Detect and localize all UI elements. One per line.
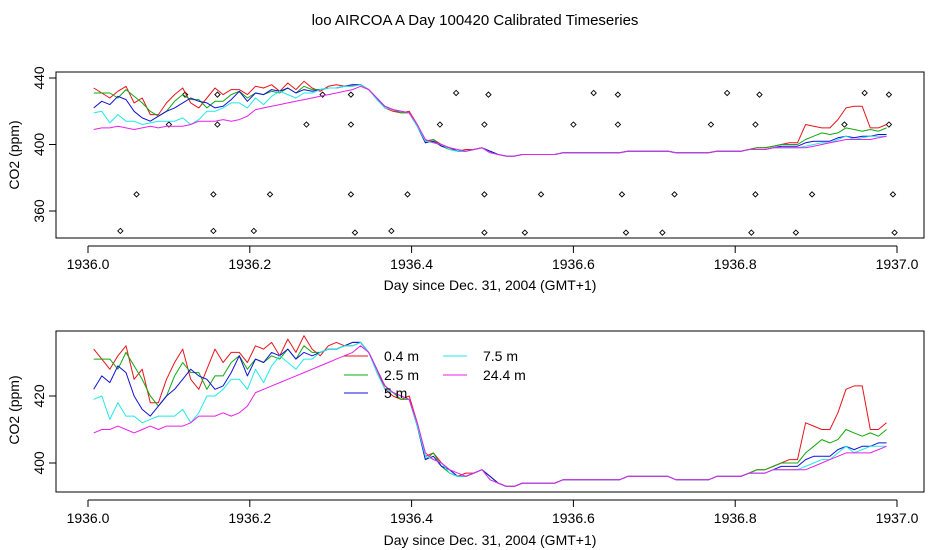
flag-marker: [436, 121, 444, 128]
bottom-x-tick-label: 1936.8: [714, 510, 757, 526]
flag-marker: [537, 191, 545, 198]
bottom-y-axis: 400 420: [31, 384, 57, 475]
bottom-series-line-7-5-m: [93, 341, 887, 487]
bottom-series-line-5-m: [93, 341, 887, 487]
flag-marker: [885, 91, 893, 98]
bottom-x-tick-label: 1937.0: [876, 510, 919, 526]
flag-marker: [614, 91, 622, 98]
bottom-y-tick-label: 400: [31, 451, 47, 475]
flag-marker: [808, 191, 816, 198]
top-series-line-0-4-m: [93, 80, 887, 157]
flag-marker: [165, 121, 173, 128]
flag-marker: [250, 227, 258, 235]
top-panel: 1936.0 1936.2 1936.4 1936.6 1936.8 1937.0 360…: [6, 66, 925, 293]
top-y-axis-title: CO2 (ppm): [6, 120, 22, 189]
bottom-x-tick-label: 1936.2: [228, 510, 271, 526]
flag-marker: [748, 229, 755, 236]
flag-marker: [614, 121, 622, 128]
flag-marker: [841, 121, 848, 128]
bottom-series-line-2-5-m: [93, 341, 887, 487]
flag-marker: [388, 227, 395, 235]
top-x-tick-label: 1936.8: [714, 256, 757, 272]
flag-marker: [214, 121, 221, 128]
legend-label: 7.5 m: [483, 348, 518, 364]
flag-marker: [570, 121, 577, 128]
bottom-x-tick-label: 1936.0: [67, 510, 110, 526]
flag-marker: [117, 227, 124, 235]
bottom-y-tick-label: 420: [31, 384, 47, 408]
flag-marker: [590, 89, 597, 97]
top-series-line-24-4-m: [93, 85, 887, 157]
flag-marker: [214, 91, 221, 98]
flag-marker: [792, 229, 800, 236]
flag-marker: [303, 121, 310, 128]
legend-label: 24.4 m: [483, 367, 526, 383]
flag-marker: [481, 191, 488, 198]
flag-marker: [671, 191, 678, 198]
legend-label: 0.4 m: [384, 348, 419, 364]
flag-marker: [133, 191, 140, 198]
flag-marker: [752, 191, 759, 198]
top-y-tick-label: 400: [31, 133, 47, 157]
bottom-series-line-24-4-m: [93, 345, 887, 487]
top-x-axis: 1936.0 1936.2 1936.4 1936.6 1936.8 1937.0: [67, 245, 919, 272]
top-flag-markers: [117, 89, 898, 236]
legend-label: 5 m: [384, 385, 407, 401]
bottom-panel: 0.4 m2.5 m5 m7.5 m24.4 m 1936.0 1936.2 193…: [6, 330, 925, 548]
bottom-x-axis-title: Day since Dec. 31, 2004 (GMT+1): [384, 532, 597, 548]
top-x-tick-label: 1936.6: [552, 256, 595, 272]
top-series-lines: [93, 80, 887, 157]
top-x-tick-label: 1936.0: [67, 256, 110, 272]
top-y-tick-label: 360: [31, 199, 47, 223]
flag-marker: [319, 91, 326, 98]
bottom-legend: 0.4 m 2.5 m 5 m 7.5 m 24.4 m: [344, 348, 526, 401]
top-x-tick-label: 1936.4: [390, 256, 433, 272]
flag-marker: [618, 191, 626, 198]
legend-label: 2.5 m: [384, 367, 419, 383]
flag-marker: [351, 229, 359, 236]
flag-marker: [889, 191, 897, 198]
bottom-y-axis-title: CO2 (ppm): [6, 375, 22, 444]
flag-marker: [752, 121, 759, 128]
top-y-axis: 360 400 440: [31, 66, 57, 223]
flag-marker: [266, 191, 274, 198]
flag-marker: [210, 227, 217, 235]
top-x-tick-label: 1937.0: [876, 256, 919, 272]
flag-marker: [481, 121, 488, 128]
bottom-x-tick-label: 1936.4: [390, 510, 433, 526]
flag-marker: [347, 191, 355, 198]
top-x-tick-label: 1936.2: [228, 256, 271, 272]
bottom-x-tick-label: 1936.6: [552, 510, 595, 526]
flag-marker: [181, 91, 189, 98]
flag-marker: [756, 91, 763, 98]
flag-marker: [885, 121, 893, 128]
flag-marker: [861, 89, 868, 97]
flag-marker: [891, 229, 898, 236]
flag-marker: [521, 229, 529, 236]
flag-marker: [723, 89, 731, 97]
bottom-x-axis: 1936.0 1936.2 1936.4 1936.6 1936.8 1937.0: [67, 499, 919, 526]
flag-marker: [481, 229, 488, 236]
flag-marker: [404, 191, 411, 198]
flag-marker: [622, 229, 630, 236]
top-x-axis-title: Day since Dec. 31, 2004 (GMT+1): [384, 277, 597, 293]
top-y-tick-label: 440: [31, 66, 47, 90]
bottom-series-lines: [93, 335, 887, 487]
flag-marker: [347, 121, 355, 128]
flag-marker: [210, 191, 217, 198]
flag-marker: [707, 121, 715, 128]
flag-marker: [659, 229, 666, 236]
flag-marker: [485, 91, 492, 98]
flag-marker: [452, 89, 460, 97]
chart-title: loo AIRCOA A Day 100420 Calibrated Times…: [312, 12, 639, 29]
flag-marker: [347, 91, 355, 98]
